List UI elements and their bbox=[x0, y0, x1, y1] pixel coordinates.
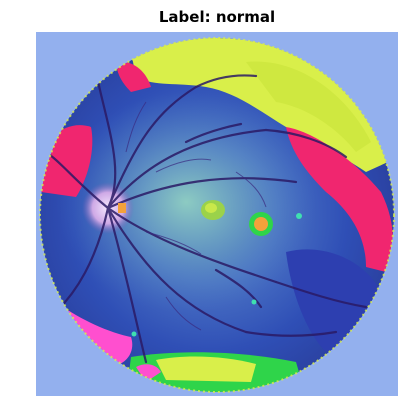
fundus-image bbox=[36, 32, 398, 396]
fundus-image-panel bbox=[36, 32, 398, 396]
figure-title: Label: normal bbox=[158, 8, 276, 26]
fundus-disc bbox=[40, 38, 394, 392]
